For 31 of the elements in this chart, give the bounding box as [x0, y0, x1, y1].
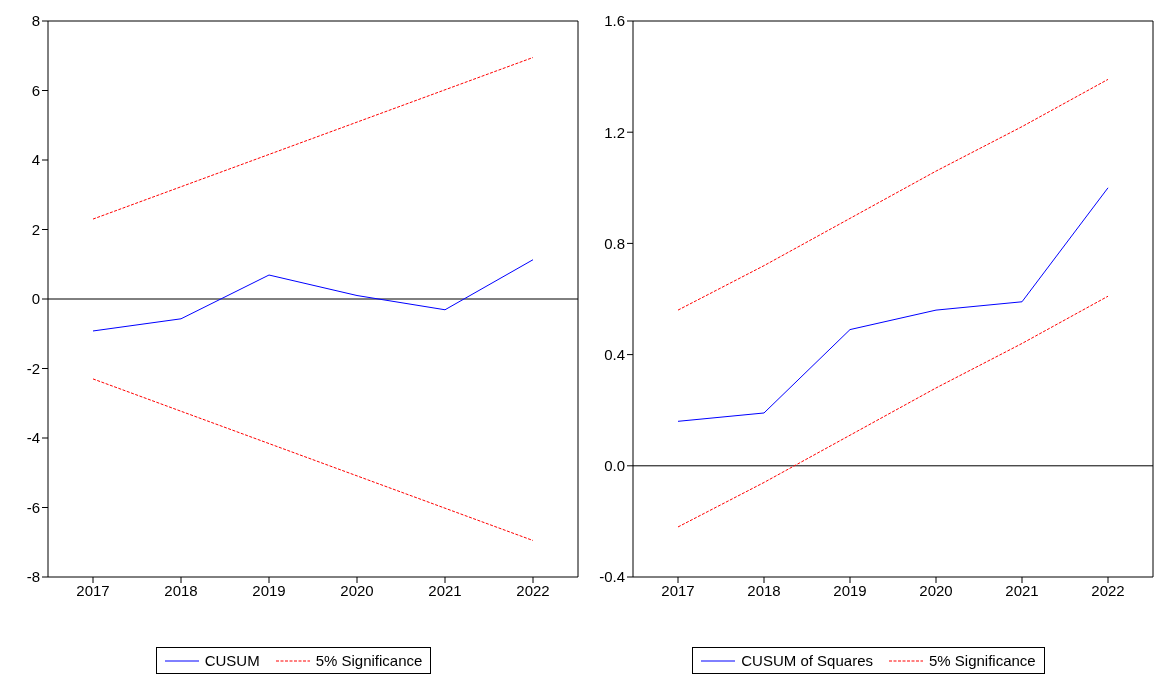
- y-tick-label: -2: [26, 359, 40, 377]
- y-tick-label: 8: [31, 12, 40, 30]
- x-tick-label: 2018: [164, 581, 198, 599]
- x-tick-label: 2017: [661, 581, 695, 599]
- x-tick-label: 2022: [516, 581, 550, 599]
- y-tick-label: 0.8: [604, 234, 625, 252]
- y-tick-label: 0.4: [604, 345, 625, 363]
- y-tick-label: -4: [26, 429, 40, 447]
- x-tick-label: 2022: [1091, 581, 1125, 599]
- y-tick-label: 0.0: [604, 457, 625, 475]
- y-tick-label: 2: [31, 220, 40, 238]
- y-tick-label: -8: [26, 568, 40, 586]
- x-tick-label: 2017: [76, 581, 110, 599]
- y-tick-label: 4: [31, 151, 40, 169]
- y-tick-label: 1.2: [604, 123, 625, 141]
- y-tick-label: -6: [26, 498, 40, 516]
- legend-label: 5% Significance: [928, 652, 1036, 669]
- x-tick-label: 2019: [252, 581, 286, 599]
- x-tick-label: 2021: [428, 581, 462, 599]
- legend-label: CUSUM: [204, 652, 260, 669]
- y-tick-label: 6: [31, 81, 40, 99]
- x-tick-label: 2020: [919, 581, 953, 599]
- x-tick-label: 2019: [833, 581, 867, 599]
- x-tick-label: 2018: [747, 581, 781, 599]
- y-tick-label: 0: [31, 290, 40, 308]
- x-tick-label: 2020: [340, 581, 374, 599]
- y-tick-label: 1.6: [604, 12, 625, 30]
- x-tick-label: 2021: [1005, 581, 1039, 599]
- legend-label: CUSUM of Squares: [741, 652, 873, 669]
- legend-label: 5% Significance: [315, 652, 423, 669]
- y-tick-label: -0.4: [599, 568, 625, 586]
